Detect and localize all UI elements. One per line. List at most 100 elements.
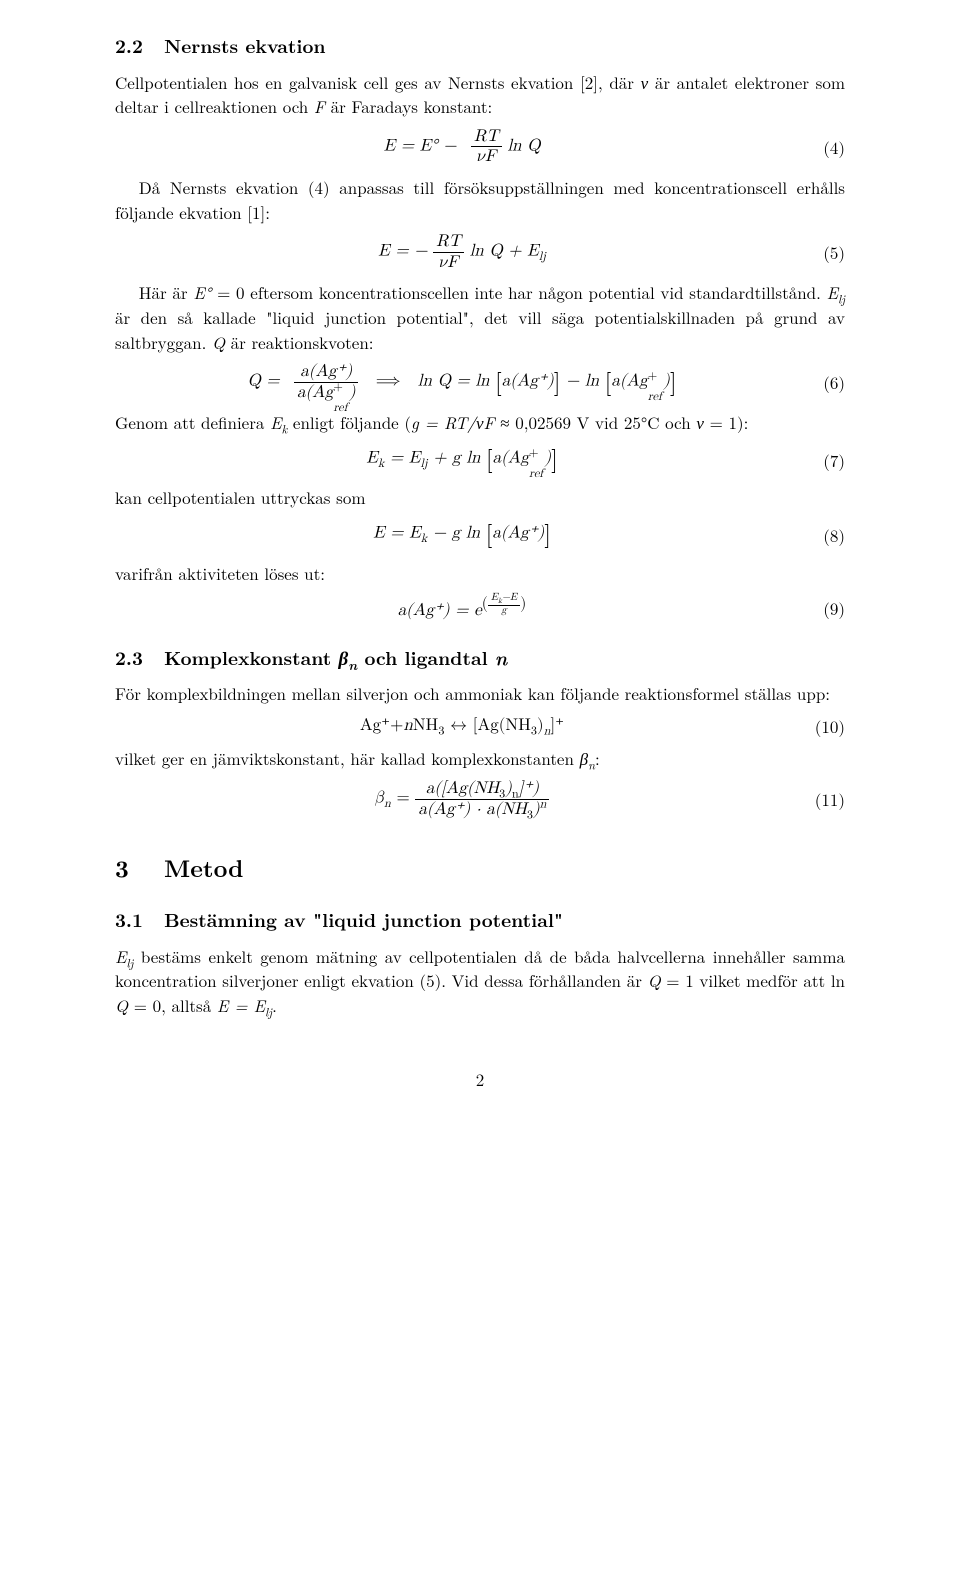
eq-number: (4) (809, 135, 845, 160)
t: ln Q = ln (418, 373, 495, 390)
t: Ag⁺+ (360, 717, 403, 734)
t: NH (413, 717, 439, 734)
para-2-2-2: Då Nernsts ekvation (4) anpassas till fö… (115, 175, 845, 224)
text: enligt följande ( (287, 410, 411, 434)
t: β (375, 790, 385, 807)
t: ) (537, 717, 544, 734)
t: a(Ag⁺) (492, 525, 544, 542)
equation-10: Ag⁺+nNH3 ↔ [Ag(NH3)n]⁺ (10) (115, 714, 845, 739)
section-2-3-heading: 2.3 Komplexkonstant βn och ligandtal n (115, 644, 845, 672)
t: n (384, 798, 391, 810)
t: a(Ag⁺) (502, 373, 554, 390)
t: = E (390, 450, 420, 467)
eq-number: (6) (809, 370, 845, 395)
eq-number: (11) (809, 787, 845, 812)
t: −E (502, 593, 517, 603)
para-3-1-1: Elj bestäms enkelt genom mätning av cell… (115, 944, 845, 1018)
text: = 1): (704, 410, 748, 434)
section-number: 2.3 (115, 643, 143, 671)
t: a(Ag⁺) · a(NH (418, 801, 527, 818)
para-2-2-5: kan cellpotentialen uttryckas som (115, 485, 845, 510)
para-2-2-3: Här är E° = 0 eftersom koncentrationscel… (115, 280, 845, 354)
page-number: 2 (115, 1067, 845, 1092)
t: k (378, 458, 384, 470)
text: är Faradays konstant: (325, 94, 492, 118)
equation-11: βn = a([Ag(NH3)n]⁺) a(Ag⁺) · a(NH3)n (11… (115, 779, 845, 819)
t: E (366, 450, 378, 467)
t: g (488, 606, 520, 618)
text: Här är (139, 280, 194, 304)
para-2-3-1: För komplexbildningen mellan silverjon o… (115, 681, 845, 706)
t: ↔ [Ag(NH (444, 717, 530, 734)
equation-7: Ek = Elj + g ln [a(Ag+ref)] (7) (115, 443, 845, 478)
t: − ln (566, 373, 605, 390)
t: och ligandtal (357, 643, 495, 671)
text: = 1 vilket medför att ln (661, 968, 845, 992)
t: a([Ag(NH (426, 780, 499, 797)
chapter-number: 3 (115, 851, 129, 885)
para-2-2-4: Genom att definiera Ek enligt följande (… (115, 410, 845, 435)
t: ) (505, 780, 512, 797)
eq-number: (8) (809, 523, 845, 548)
eq-lhs: Q = (248, 373, 280, 390)
t: E (491, 593, 498, 603)
eq-mid: ln Q + E (470, 243, 539, 260)
section-title: Nernsts ekvation (164, 31, 325, 59)
eq-sub: lj (539, 251, 546, 263)
para-2-3-2: vilket ger en jämviktskonstant, här kall… (115, 746, 845, 771)
text: : (595, 746, 600, 770)
eq-frac-den: νF (433, 253, 464, 273)
eq-number: (5) (809, 240, 845, 265)
section-2-2-heading: 2.2 Nernsts ekvation (115, 32, 845, 60)
equation-5: E = − RTνF ln Q + Elj (5) (115, 232, 845, 272)
t: ) (533, 801, 540, 818)
t: ) (663, 373, 670, 390)
text: ≈ 0,02569 V vid 25°C och (495, 410, 697, 434)
eq-frac-den: νF (471, 147, 502, 167)
t: E = E (373, 525, 421, 542)
t: ) (349, 384, 356, 401)
page-content: 2.2 Nernsts ekvation Cellpotentialen hos… (0, 0, 960, 1132)
text: Cellpotentialen hos en galvanisk cell ge… (115, 70, 641, 94)
t: + g ln (433, 450, 486, 467)
eq-frac-num: a(Ag⁺) (294, 362, 358, 383)
section-title: Bestämning av "liquid junction potential… (164, 905, 563, 933)
text: är reaktionskvoten: (225, 330, 373, 354)
para-2-2-1: Cellpotentialen hos en galvanisk cell ge… (115, 70, 845, 119)
t: a(Ag⁺) = e (398, 602, 482, 619)
t: ]⁺ (550, 717, 564, 734)
equation-9: a(Ag⁺) = e(Ek−Eg) (9) (115, 593, 845, 623)
t: a(Ag (611, 373, 647, 390)
t: k (421, 533, 427, 545)
section-number: 3.1 (115, 905, 143, 933)
t: a(Ag (297, 384, 333, 401)
eq-lhs: E = E° − (384, 138, 457, 155)
para-2-2-6: varifrån aktiviteten löses ut: (115, 561, 845, 586)
text: = 0, alltså (128, 993, 217, 1017)
equation-6: Q = a(Ag⁺) a(Ag+ref) ⟹ ln Q = ln [a(Ag⁺)… (115, 362, 845, 402)
t: a(Ag (493, 450, 529, 467)
arrow-icon: ⟹ (376, 373, 401, 390)
eq-number: (10) (809, 714, 845, 739)
eq-rhs: ln Q (507, 138, 540, 155)
eq-lhs: E = − (378, 243, 427, 260)
eq-number: (9) (809, 596, 845, 621)
t: Komplexkonstant (164, 643, 338, 671)
text: = 0 eftersom koncentrationscellen inte h… (211, 280, 826, 304)
chapter-title: Metod (164, 851, 244, 885)
section-number: 2.2 (115, 31, 143, 59)
text: Genom att definiera (115, 410, 270, 434)
t: = (396, 790, 415, 807)
equation-4: E = E° − RTνF ln Q (4) (115, 127, 845, 167)
equation-8: E = Ek − g ln [a(Ag⁺)] (8) (115, 518, 845, 553)
eq-number: (7) (809, 448, 845, 473)
eq-frac-num: RT (433, 232, 464, 253)
text: vilket ger en jämviktskonstant, här kall… (115, 746, 580, 770)
t: ]⁺) (519, 780, 539, 797)
t: lj (420, 458, 427, 470)
chapter-3-heading: 3 Metod (115, 851, 845, 886)
t: − g ln (433, 525, 486, 542)
section-3-1-heading: 3.1 Bestämning av "liquid junction poten… (115, 906, 845, 934)
text: . (272, 993, 277, 1017)
eq-frac-num: RT (471, 127, 502, 148)
